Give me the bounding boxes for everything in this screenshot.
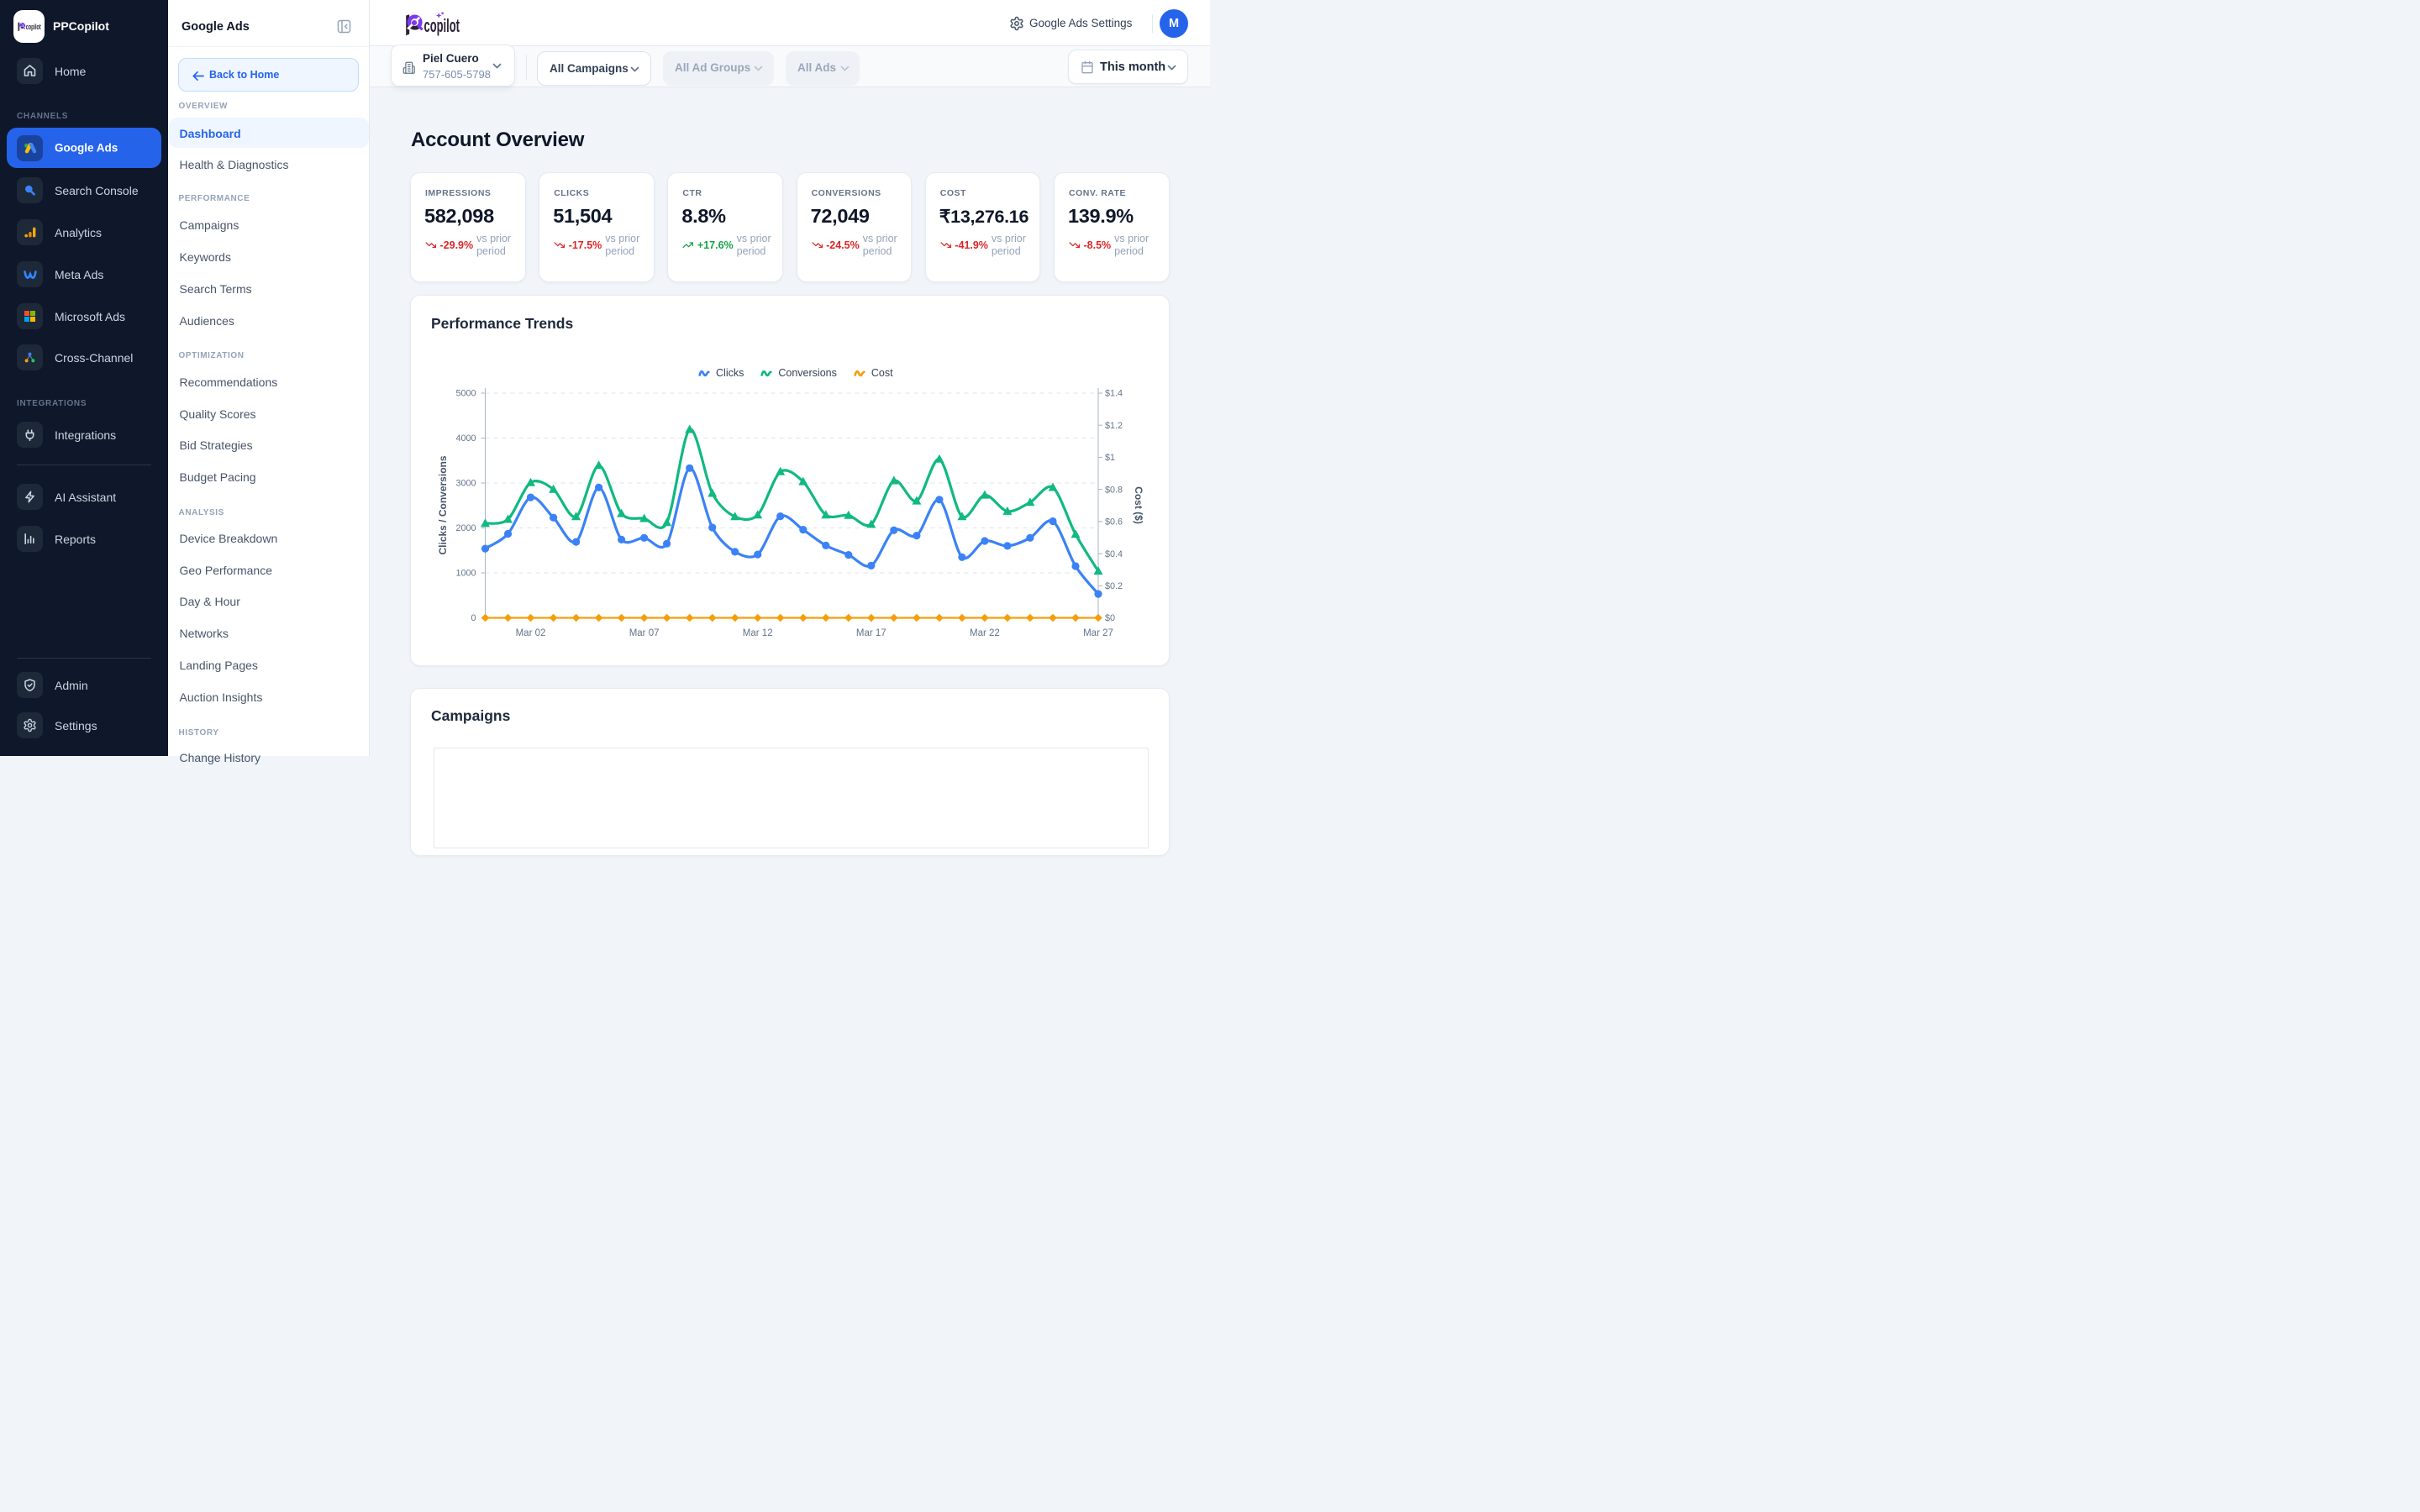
svg-text:Mar 07: Mar 07 [629, 628, 660, 638]
svg-text:4000: 4000 [455, 433, 476, 444]
svg-text:3000: 3000 [455, 479, 476, 489]
svg-text:$0.8: $0.8 [1105, 485, 1123, 495]
svg-text:$0: $0 [1105, 613, 1115, 623]
svg-text:$0.6: $0.6 [1105, 517, 1123, 528]
svg-text:Mar 17: Mar 17 [856, 628, 886, 638]
svg-text:$0.4: $0.4 [1105, 549, 1123, 559]
svg-text:Clicks / Conversions: Clicks / Conversions [437, 455, 449, 554]
svg-text:Mar 22: Mar 22 [970, 628, 1000, 638]
svg-text:Mar 27: Mar 27 [1083, 628, 1113, 638]
svg-text:$0.2: $0.2 [1105, 581, 1123, 591]
svg-text:$1: $1 [1105, 453, 1115, 463]
svg-text:Cost ($): Cost ($) [1133, 486, 1144, 524]
svg-text:$1.4: $1.4 [1105, 389, 1123, 399]
svg-text:Mar 02: Mar 02 [516, 628, 546, 638]
svg-text:2000: 2000 [455, 523, 476, 533]
svg-text:1000: 1000 [455, 569, 476, 579]
svg-text:$1.2: $1.2 [1105, 421, 1123, 431]
svg-text:Mar 12: Mar 12 [743, 628, 773, 638]
svg-text:copilot: copilot [424, 15, 460, 36]
svg-text:copilot: copilot [25, 23, 40, 32]
svg-text:5000: 5000 [455, 389, 476, 399]
svg-text:0: 0 [471, 613, 476, 623]
